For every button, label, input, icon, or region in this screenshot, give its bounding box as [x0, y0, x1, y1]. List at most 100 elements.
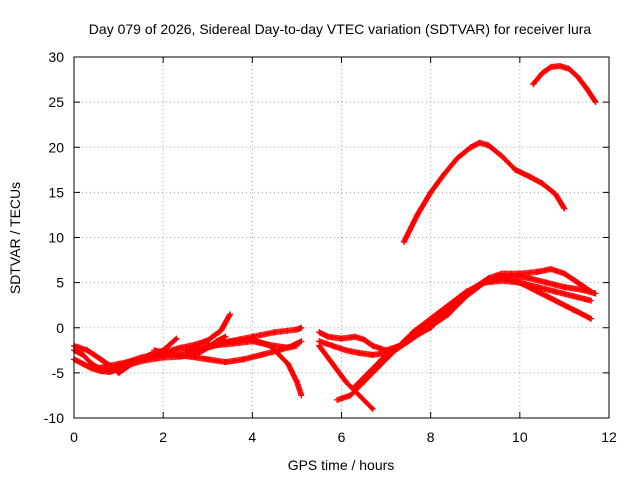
data-point [293, 326, 300, 333]
y-tick-label: -5 [52, 365, 65, 381]
data-point [169, 351, 176, 358]
data-point [539, 180, 546, 187]
data-point [556, 63, 563, 70]
data-point [342, 347, 349, 354]
data-point [334, 396, 341, 403]
data-point [173, 335, 180, 342]
x-axis: 0 2 4 6 8 10 12 [70, 57, 617, 445]
series-trace-12 [351, 266, 595, 390]
data-point [97, 356, 104, 363]
data-point [316, 342, 323, 349]
data-point [472, 284, 479, 291]
data-point [499, 153, 505, 160]
data-point [204, 356, 211, 363]
series-trace-10 [316, 342, 376, 412]
data-point [227, 311, 234, 318]
y-tick-label: 15 [48, 184, 64, 200]
data-point [458, 297, 465, 304]
data-point [115, 360, 122, 367]
data-point [561, 270, 568, 277]
data-point [79, 351, 86, 358]
data-point [561, 284, 568, 291]
data-point [561, 205, 568, 212]
series-trace-14 [530, 63, 599, 106]
data-point [360, 336, 367, 343]
y-tick-label: 5 [56, 275, 64, 291]
series-trace-13 [400, 139, 568, 246]
data-point [115, 369, 122, 376]
data-point [227, 340, 234, 347]
data-point [240, 356, 247, 363]
data-point [588, 288, 595, 295]
data-point [369, 405, 376, 412]
grid [74, 57, 609, 418]
data-point [525, 173, 532, 180]
data-point [548, 266, 555, 273]
data-point [338, 335, 345, 342]
data-point [293, 342, 300, 349]
data-point [534, 268, 541, 275]
data-point [405, 338, 412, 345]
marker-run [530, 63, 598, 105]
data-point [565, 65, 572, 72]
data-point [342, 378, 349, 385]
data-point [543, 279, 550, 286]
data-point [499, 270, 505, 277]
data-point [356, 350, 363, 357]
data-point [298, 338, 305, 345]
data-point [467, 144, 474, 151]
data-point [271, 329, 278, 336]
data-point [534, 288, 541, 295]
data-point [574, 73, 581, 80]
data-point [427, 189, 434, 196]
data-point [525, 275, 532, 282]
data-point [418, 329, 425, 336]
data-point [592, 99, 599, 106]
x-axis-label: GPS time / hours [288, 457, 395, 473]
data-point [552, 297, 559, 304]
y-tick-label: 30 [48, 49, 64, 65]
data-point [548, 63, 555, 70]
data-point [516, 270, 523, 277]
data-point [351, 333, 358, 340]
chart-title: Day 079 of 2026, Sidereal Day-to-day VTE… [89, 21, 592, 37]
data-point [369, 342, 376, 349]
data-point [588, 315, 595, 322]
data-point [583, 85, 590, 92]
data-point [298, 392, 305, 399]
x-tick-label: 6 [338, 429, 346, 445]
series-trace-07 [204, 338, 300, 351]
data-point [222, 359, 229, 366]
series-trace-09 [316, 272, 599, 358]
data-point [365, 369, 372, 376]
data-point [285, 344, 291, 351]
x-tick-label: 2 [159, 429, 167, 445]
data-point [325, 333, 332, 340]
data-point [182, 347, 189, 354]
data-point [552, 191, 559, 198]
data-layer [71, 63, 599, 412]
series-trace-05 [151, 338, 305, 366]
data-point [592, 290, 599, 297]
data-point [137, 356, 144, 363]
data-point [93, 365, 100, 372]
data-point [186, 353, 193, 360]
data-point [414, 211, 421, 218]
data-point [378, 356, 385, 363]
data-point [356, 392, 363, 399]
y-tick-label: 10 [48, 230, 64, 246]
data-point [351, 383, 358, 390]
data-point [79, 360, 86, 367]
y-tick-label: 20 [48, 139, 64, 155]
y-tick-label: 25 [48, 94, 64, 110]
data-point [316, 329, 323, 336]
data-point [106, 368, 113, 375]
data-point [178, 344, 184, 351]
data-point [570, 306, 577, 313]
data-point [432, 320, 439, 327]
y-axis: -10 -5 0 5 10 15 20 25 30 [44, 49, 609, 426]
data-point [441, 171, 448, 178]
x-tick-label: 10 [512, 429, 528, 445]
data-point [329, 342, 336, 349]
x-tick-label: 4 [248, 429, 256, 445]
